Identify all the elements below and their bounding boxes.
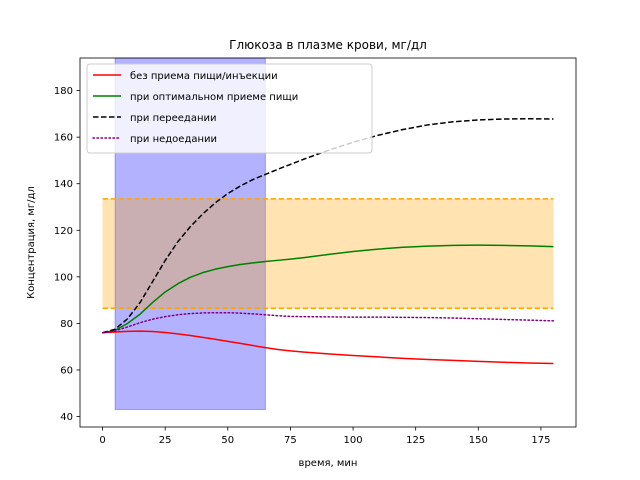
legend-box: [86, 63, 373, 154]
y-tick-label: 160: [54, 133, 73, 144]
x-tick-label: 75: [284, 435, 297, 446]
x-tick-label: 0: [99, 435, 105, 446]
x-tick-label: 25: [159, 435, 172, 446]
axis-ticks: 0 25 50 75 100 125 150 175 40 60 80 100 120 140 160 180: [54, 86, 551, 446]
legend-label-2: при оптимальном приеме пищи: [130, 92, 298, 103]
x-tick-label: 125: [406, 435, 425, 446]
series-line-3: [102, 118, 554, 334]
y-tick-label: 180: [54, 86, 73, 97]
legend-label-3: при переедании: [130, 113, 216, 124]
x-tick-label: 150: [469, 435, 488, 446]
y-axis-label: Концентрация, мг/дл: [26, 186, 37, 299]
x-tick-label: 100: [344, 435, 363, 446]
y-tick-label: 100: [54, 272, 73, 283]
chart-title: Глюкоза в плазме крови, мг/дл: [229, 38, 427, 52]
plot-frame: [79, 57, 577, 428]
y-tick-label: 60: [60, 365, 73, 376]
x-tick-label: 50: [221, 435, 234, 446]
target-range-band: [102, 198, 554, 309]
series-line-1: [102, 330, 554, 365]
legend-label-4: при недоедании: [130, 134, 217, 145]
y-tick-label: 140: [54, 179, 73, 190]
y-tick-label: 40: [60, 412, 73, 423]
x-tick-label: 175: [531, 435, 550, 446]
legend: без приема пищи/инъекции при оптимальном …: [86, 63, 373, 154]
x-axis-label: время, мин: [299, 458, 358, 469]
y-tick-label: 120: [54, 226, 73, 237]
legend-label-1: без приема пищи/инъекции: [130, 71, 278, 82]
series-line-2: [102, 244, 554, 334]
y-tick-label: 80: [60, 319, 73, 330]
series-line-4: [101, 311, 555, 334]
